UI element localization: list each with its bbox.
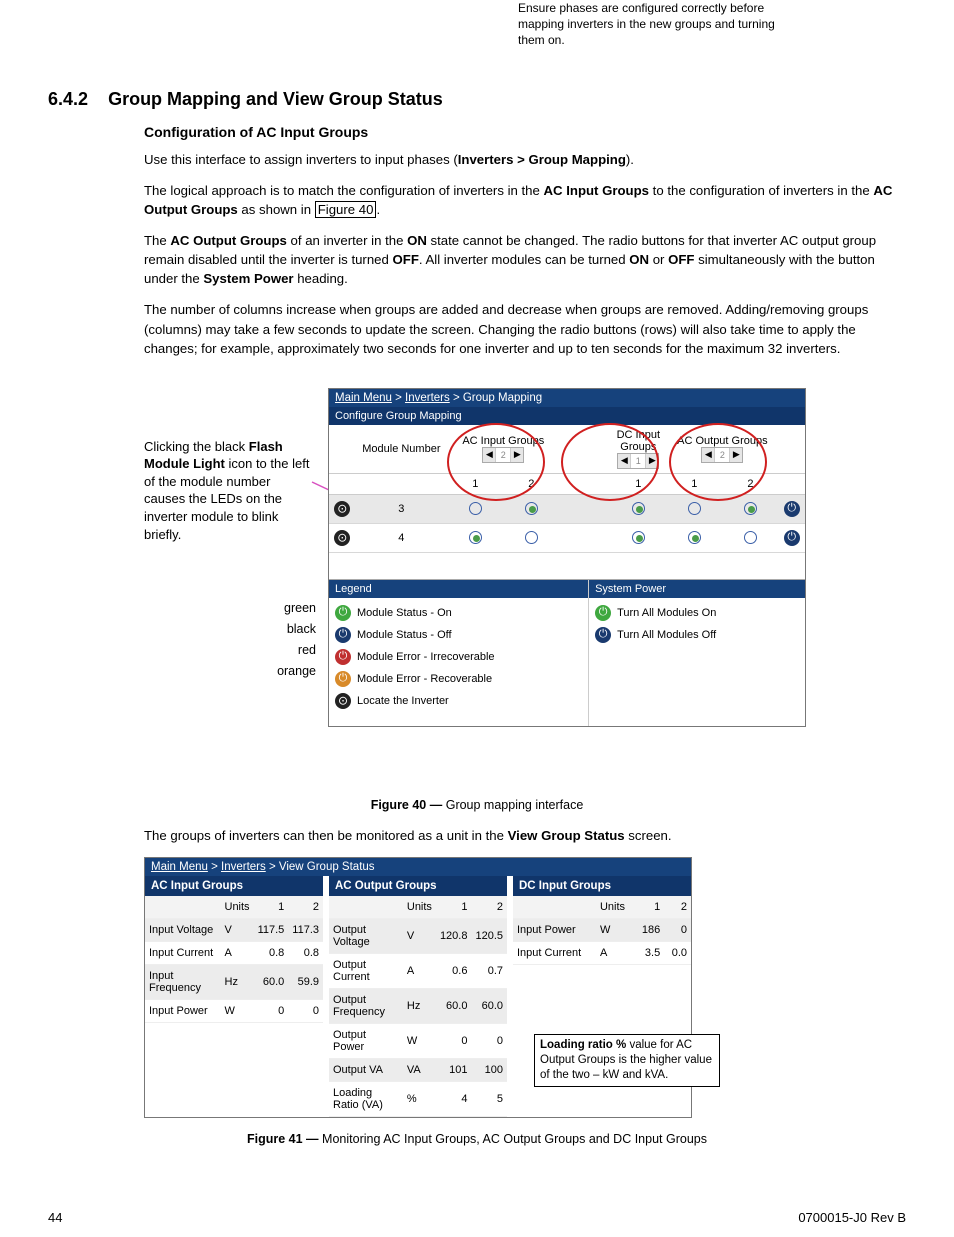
- power-icon[interactable]: [784, 501, 800, 517]
- breadcrumb-link[interactable]: Main Menu: [335, 392, 392, 404]
- table-row: Input FrequencyHz60.059.9: [145, 964, 323, 999]
- dc-input-spinner[interactable]: ◀ 1 ▶: [617, 453, 659, 469]
- table-row: Loading Ratio (VA)%45: [329, 1081, 507, 1116]
- table-row: Output CurrentA0.60.7: [329, 953, 507, 988]
- table-row: Output PowerW00: [329, 1023, 507, 1058]
- radio[interactable]: [688, 531, 701, 544]
- error-irrecoverable-icon: [335, 649, 351, 665]
- figure-link-40[interactable]: Figure 40: [315, 201, 377, 218]
- legend-item: Module Status - On: [335, 602, 582, 624]
- para-2: The logical approach is to match the con…: [144, 181, 906, 219]
- spinner-dec-icon[interactable]: ◀: [618, 454, 630, 468]
- figure-40-caption: Figure 40 — Group mapping interface: [48, 798, 906, 812]
- col-ac-input: AC Input Groups ◀ 2 ▶: [447, 425, 559, 474]
- legend-item: Module Error - Irrecoverable: [335, 646, 582, 668]
- figure-41-caption: Figure 41 — Monitoring AC Input Groups, …: [48, 1132, 906, 1146]
- radio[interactable]: [469, 502, 482, 515]
- para-4: The number of columns increase when grou…: [144, 300, 906, 357]
- radio[interactable]: [744, 502, 757, 515]
- table-row: Input CurrentA0.80.8: [145, 941, 323, 964]
- power-off-icon: [595, 627, 611, 643]
- status-on-icon: [335, 605, 351, 621]
- breadcrumb-link[interactable]: Inverters: [221, 861, 266, 873]
- spinner-inc-icon[interactable]: ▶: [646, 454, 658, 468]
- subheading: Configuration of AC Input Groups: [144, 124, 906, 140]
- turn-all-on-button[interactable]: Turn All Modules On: [595, 602, 799, 624]
- table-row: Input VoltageV117.5117.3: [145, 918, 323, 941]
- table-row: 4: [329, 523, 805, 552]
- vgs-table: Units12Input VoltageV117.5117.3Input Cur…: [145, 896, 323, 1023]
- col-module-number: Module Number: [356, 425, 448, 474]
- radio[interactable]: [632, 531, 645, 544]
- section-title: Group Mapping and View Group Status: [108, 89, 443, 109]
- legend-item: Module Error - Recoverable: [335, 668, 582, 690]
- vgs-panel-header: AC Output Groups: [329, 876, 507, 896]
- vgs-panel: AC Input GroupsUnits12Input VoltageV117.…: [145, 876, 323, 1117]
- para-3: The AC Output Groups of an inverter in t…: [144, 231, 906, 288]
- spinner-dec-icon[interactable]: ◀: [702, 448, 714, 462]
- radio[interactable]: [525, 531, 538, 544]
- ac-output-spinner[interactable]: ◀ 2 ▶: [701, 447, 743, 463]
- table-row: Output VAVA101100: [329, 1058, 507, 1081]
- radio[interactable]: [525, 502, 538, 515]
- table-row: Output VoltageV120.8120.5: [329, 918, 507, 953]
- group-mapping-window: Main Menu > Inverters > Group Mapping Co…: [328, 388, 806, 727]
- gm-breadcrumb: Main Menu > Inverters > Group Mapping: [329, 389, 805, 407]
- vgs-breadcrumb: Main Menu > Inverters > View Group Statu…: [145, 858, 691, 876]
- legend-color-labels: green black red orange: [268, 598, 316, 682]
- top-warning-note: Ensure phases are configured correctly b…: [518, 0, 798, 49]
- loading-ratio-note: Loading ratio % value for AC Output Grou…: [534, 1034, 720, 1087]
- spinner-inc-icon[interactable]: ▶: [511, 448, 523, 462]
- power-icon[interactable]: [784, 530, 800, 546]
- locate-icon[interactable]: [334, 501, 350, 517]
- table-row: Input CurrentA3.50.0: [513, 941, 691, 964]
- breadcrumb-current: Group Mapping: [463, 392, 542, 404]
- vgs-table: Units12Input PowerW1860Input CurrentA3.5…: [513, 896, 691, 965]
- section-number: 6.4.2: [48, 89, 88, 109]
- page-footer: 44 0700015-J0 Rev B: [48, 1210, 906, 1225]
- vgs-table: Units12Output VoltageV120.8120.5Output C…: [329, 896, 507, 1117]
- para-5: The groups of inverters can then be moni…: [144, 826, 906, 845]
- turn-all-off-button[interactable]: Turn All Modules Off: [595, 624, 799, 646]
- locate-icon[interactable]: [334, 530, 350, 546]
- vgs-panel-header: DC Input Groups: [513, 876, 691, 896]
- spinner-inc-icon[interactable]: ▶: [730, 448, 742, 462]
- breadcrumb-link[interactable]: Inverters: [405, 392, 450, 404]
- radio[interactable]: [688, 502, 701, 515]
- radio[interactable]: [632, 502, 645, 515]
- gm-subheader: Configure Group Mapping: [329, 407, 805, 425]
- power-on-icon: [595, 605, 611, 621]
- group-mapping-table: Module Number AC Input Groups ◀ 2 ▶ DC I…: [329, 425, 805, 553]
- table-row: Input PowerW00: [145, 999, 323, 1022]
- status-off-icon: [335, 627, 351, 643]
- legend-item: Locate the Inverter: [335, 690, 582, 712]
- table-row: Output FrequencyHz60.060.0: [329, 988, 507, 1023]
- col-ac-output: AC Output Groups ◀ 2 ▶: [666, 425, 778, 474]
- vgs-panel: AC Output GroupsUnits12Output VoltageV12…: [329, 876, 507, 1117]
- legend-item: Module Status - Off: [335, 624, 582, 646]
- error-recoverable-icon: [335, 671, 351, 687]
- ac-input-spinner[interactable]: ◀ 2 ▶: [482, 447, 524, 463]
- flash-light-callout: Clicking the black Flash Module Light ic…: [144, 438, 314, 543]
- spinner-dec-icon[interactable]: ◀: [483, 448, 495, 462]
- doc-id: 0700015-J0 Rev B: [798, 1210, 906, 1225]
- page-number: 44: [48, 1210, 62, 1225]
- breadcrumb-current: View Group Status: [279, 861, 375, 873]
- breadcrumb-link[interactable]: Main Menu: [151, 861, 208, 873]
- radio[interactable]: [469, 531, 482, 544]
- locate-icon: [335, 693, 351, 709]
- legend-header: Legend: [329, 580, 588, 598]
- col-dc-input: DC Input Groups ◀ 1 ▶: [610, 425, 666, 474]
- system-power-header: System Power: [589, 580, 805, 598]
- table-row: 3: [329, 494, 805, 523]
- table-row: Input PowerW1860: [513, 918, 691, 941]
- radio[interactable]: [744, 531, 757, 544]
- vgs-panel-header: AC Input Groups: [145, 876, 323, 896]
- section-heading: 6.4.2 Group Mapping and View Group Statu…: [48, 89, 906, 110]
- para-1: Use this interface to assign inverters t…: [144, 150, 906, 169]
